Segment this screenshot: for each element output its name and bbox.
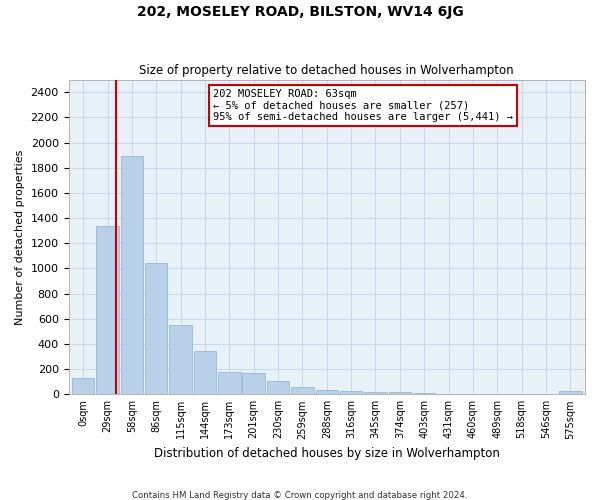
Bar [267,381,289,394]
Bar [559,391,581,394]
Bar [169,325,192,394]
Text: Contains HM Land Registry data © Crown copyright and database right 2024.: Contains HM Land Registry data © Crown c… [132,490,468,500]
Bar [121,156,143,394]
Bar [97,226,119,394]
Bar [316,390,338,394]
Bar [242,373,265,394]
Bar [340,391,362,394]
Bar [364,392,386,394]
Y-axis label: Number of detached properties: Number of detached properties [15,149,25,324]
Bar [389,392,411,394]
Bar [218,372,241,394]
Bar [291,388,314,394]
Text: 202 MOSELEY ROAD: 63sqm
← 5% of detached houses are smaller (257)
95% of semi-de: 202 MOSELEY ROAD: 63sqm ← 5% of detached… [213,89,513,122]
X-axis label: Distribution of detached houses by size in Wolverhampton: Distribution of detached houses by size … [154,447,500,460]
Bar [72,378,94,394]
Title: Size of property relative to detached houses in Wolverhampton: Size of property relative to detached ho… [139,64,514,77]
Bar [145,264,167,394]
Text: 202, MOSELEY ROAD, BILSTON, WV14 6JG: 202, MOSELEY ROAD, BILSTON, WV14 6JG [137,5,463,19]
Bar [194,352,216,395]
